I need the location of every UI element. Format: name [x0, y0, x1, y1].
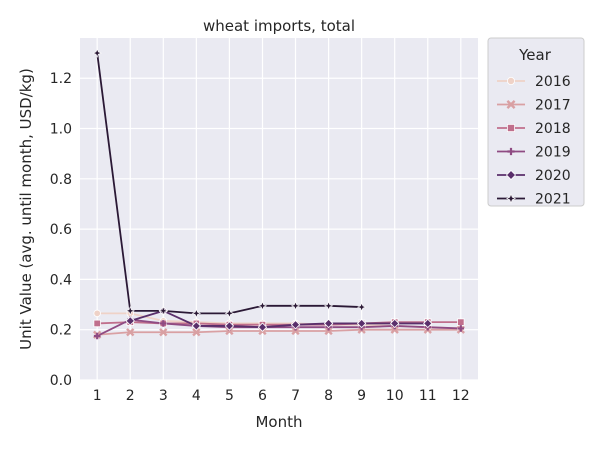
legend-label: 2021 [535, 192, 571, 208]
data-point [93, 332, 101, 340]
data-point [93, 319, 101, 328]
data-point [423, 318, 433, 329]
legend-title: Year [518, 46, 552, 64]
x-tick-label: 10 [386, 388, 404, 404]
data-point [93, 309, 101, 318]
data-point [506, 124, 515, 133]
data-point [158, 306, 169, 316]
data-point [160, 320, 167, 327]
data-point [291, 326, 300, 336]
data-point [224, 308, 235, 319]
legend-label: 2019 [535, 145, 571, 161]
y-tick-label: 0.0 [50, 373, 72, 389]
data-point [257, 322, 268, 332]
legend-item-2018: 2018 [497, 121, 571, 137]
x-tick-label: 7 [291, 388, 300, 404]
legend: Year 2016 2017 2018 2019 2020 2021 [487, 37, 585, 208]
data-point [505, 169, 517, 181]
data-point [323, 301, 334, 311]
data-point [225, 326, 234, 336]
x-tick-label: 2 [126, 388, 135, 404]
x-tick-label: 3 [159, 388, 168, 404]
series-line-2017 [97, 328, 461, 336]
data-point [324, 326, 333, 336]
chart-title: wheat imports, total [203, 17, 355, 35]
x-tick-label: 9 [357, 388, 366, 404]
data-point [457, 318, 465, 326]
data-point [290, 301, 301, 311]
data-point [125, 306, 135, 316]
data-point [92, 48, 102, 58]
y-tick-label: 0.6 [50, 222, 72, 238]
y-axis-label: Unit Value (avg. until month, USD/kg) [17, 68, 35, 350]
legend-label: 2018 [535, 121, 571, 137]
data-point [356, 302, 367, 312]
series-line-2020 [129, 309, 428, 329]
plot-background [80, 38, 478, 380]
data-point [457, 325, 465, 332]
data-point [506, 100, 516, 109]
series-line-2019 [96, 318, 461, 337]
data-point [390, 325, 399, 334]
x-tick-label: 12 [452, 388, 470, 404]
y-tick-label: 1.2 [50, 71, 72, 87]
y-tick-label: 0.8 [50, 172, 72, 188]
data-point [126, 328, 135, 337]
data-point [505, 193, 517, 204]
data-point [257, 301, 268, 311]
data-point [191, 321, 202, 331]
x-tick-label: 4 [192, 388, 201, 404]
legend-item-2020: 2020 [497, 168, 571, 184]
data-point [290, 319, 301, 330]
y-tick-label: 1.0 [50, 122, 72, 138]
series-markers [92, 48, 465, 340]
data-point [390, 318, 400, 329]
y-tick-label: 0.2 [50, 323, 72, 339]
data-point [125, 316, 135, 326]
legend-item-2019: 2019 [497, 145, 571, 161]
legend-items: 2016 2017 2018 2019 2020 2021 [497, 74, 571, 208]
data-point [356, 318, 367, 329]
x-tick-label: 5 [225, 388, 234, 404]
data-point [323, 318, 334, 329]
data-point [506, 77, 515, 86]
legend-label: 2016 [535, 74, 571, 90]
x-tick-label: 11 [419, 388, 437, 404]
data-point [159, 328, 168, 337]
legend-label: 2020 [535, 168, 571, 184]
x-axis-ticks: 1 2 3 4 5 6 7 8 9 10 11 12 [93, 388, 470, 404]
data-point [191, 308, 202, 319]
x-tick-label: 1 [93, 388, 102, 404]
y-tick-label: 0.4 [50, 272, 72, 288]
x-tick-label: 6 [258, 388, 267, 404]
data-point [224, 321, 235, 331]
x-axis-label: Month [255, 413, 302, 431]
legend-item-2016: 2016 [497, 74, 571, 90]
legend-label: 2017 [535, 98, 571, 114]
y-axis-ticks: 0.0 0.2 0.4 0.6 0.8 1.0 1.2 [50, 71, 72, 389]
data-point [507, 147, 515, 156]
data-point [192, 328, 201, 337]
legend-item-2017: 2017 [497, 98, 571, 114]
x-tick-label: 8 [324, 388, 333, 404]
legend-item-2021: 2021 [497, 192, 571, 208]
